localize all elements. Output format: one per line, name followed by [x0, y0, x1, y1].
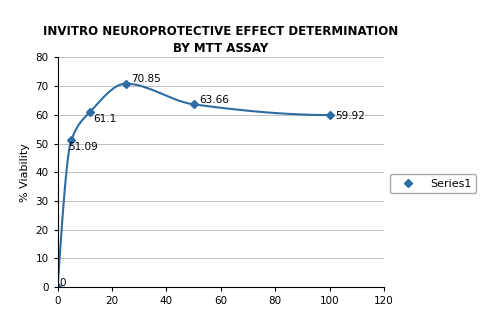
Series1 — [55, 285, 60, 289]
Text: 70.85: 70.85 — [131, 74, 161, 84]
Series1 — [87, 110, 93, 114]
Series1 — [68, 138, 74, 142]
Series1 — [327, 113, 333, 117]
Y-axis label: % Viability: % Viability — [20, 143, 30, 202]
Text: 51.09: 51.09 — [69, 143, 98, 152]
Text: 0: 0 — [59, 278, 65, 288]
Line: Series1: Series1 — [55, 81, 332, 290]
Text: 61.1: 61.1 — [93, 114, 116, 124]
Series1 — [191, 102, 196, 106]
Series1 — [123, 82, 129, 85]
Text: 63.66: 63.66 — [199, 95, 229, 105]
Legend: Series1: Series1 — [390, 174, 477, 193]
Text: 59.92: 59.92 — [335, 111, 365, 121]
Title: INVITRO NEUROPROTECTIVE EFFECT DETERMINATION
BY MTT ASSAY: INVITRO NEUROPROTECTIVE EFFECT DETERMINA… — [43, 25, 398, 55]
